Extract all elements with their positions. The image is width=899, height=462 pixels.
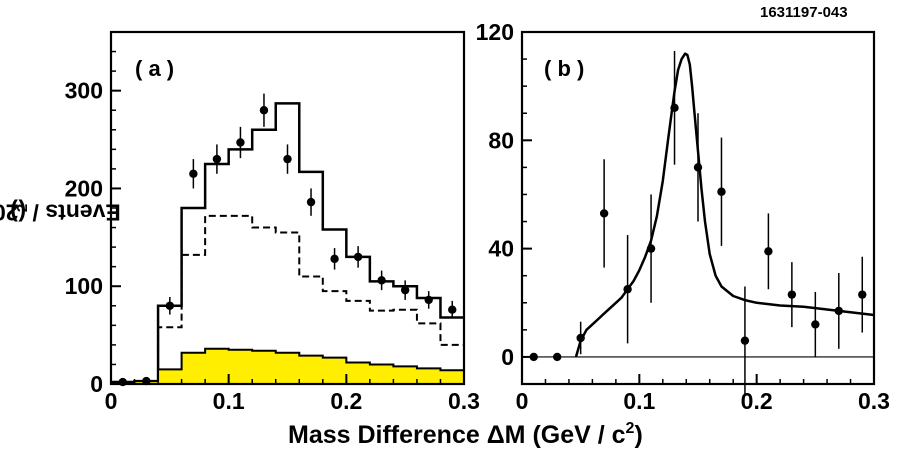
data-point <box>353 252 363 262</box>
data-point <box>811 320 820 329</box>
x-tick-label: 0.3 <box>858 388 890 414</box>
y-axis-label-text: Events / (20 MeV / c <box>0 199 121 226</box>
data-point <box>448 305 457 314</box>
data-point <box>553 352 562 362</box>
fit-curve <box>574 52 875 358</box>
x-tick-label: 0 <box>105 388 118 414</box>
data-point <box>693 163 703 172</box>
data-point <box>599 209 609 218</box>
x-tick-label: 0.1 <box>623 388 655 414</box>
data-point <box>576 333 585 343</box>
data-point <box>646 244 656 253</box>
x-axis-label-sup: 2 <box>625 420 635 437</box>
y-tick-label: 0 <box>501 344 514 370</box>
y-tick-label: 120 <box>476 19 514 45</box>
x-tick-label: 0 <box>516 388 529 414</box>
data-point <box>529 352 538 362</box>
y-axis-label-close: ) <box>10 199 18 226</box>
figure-id: 1631197-043 <box>760 4 848 21</box>
data-point <box>259 106 269 115</box>
x-tick-label: 0.3 <box>448 388 480 414</box>
data-point <box>189 169 198 178</box>
data-point <box>236 138 245 147</box>
data-point <box>212 154 222 164</box>
x-tick-label: 0.1 <box>213 388 245 414</box>
data-point <box>717 187 726 196</box>
data-point <box>306 197 316 207</box>
data-point <box>377 276 386 285</box>
histogram-solid <box>111 102 464 384</box>
y-tick-label: 300 <box>65 78 103 104</box>
data-point <box>165 301 175 310</box>
x-tick-label: 0.2 <box>741 388 773 414</box>
y-tick-label: 100 <box>65 273 103 299</box>
plot-frame <box>109 30 466 386</box>
x-axis-label-delta: Δ <box>486 421 505 449</box>
y-tick-label: 200 <box>65 175 103 201</box>
histogram-dashed <box>111 214 464 384</box>
data-point <box>670 103 679 113</box>
x-axis-label-rest: M (GeV / c <box>504 421 626 449</box>
panel-label: ( b ) <box>544 56 584 81</box>
x-axis-label: Mass Difference ΔM (GeV / c2) <box>288 420 643 450</box>
histogram-filled <box>110 347 465 385</box>
panel-label: ( a ) <box>135 56 174 81</box>
data-point <box>764 247 773 256</box>
x-axis-label-text: Mass Difference <box>288 421 487 449</box>
data-point <box>400 285 410 295</box>
data-point <box>330 254 339 264</box>
x-tick-label: 0.2 <box>330 388 362 414</box>
data-point <box>424 295 433 305</box>
plot-frame <box>520 30 876 386</box>
data-point <box>858 290 867 299</box>
data-point <box>787 290 797 299</box>
y-tick-label: 0 <box>90 371 103 397</box>
y-tick-label: 80 <box>488 127 514 153</box>
data-point <box>623 285 632 294</box>
panel-b: 0 0.1 0.2 0.3 0 40 80 120 ( b ) <box>476 19 890 414</box>
panel-a: 0 0.1 0.2 0.3 0 100 200 300 ( a ) <box>65 30 480 414</box>
x-axis-label-close: ) <box>634 421 643 449</box>
data-point <box>740 336 750 345</box>
data-point <box>283 154 292 164</box>
data-point <box>834 306 843 316</box>
y-tick-label: 40 <box>488 236 514 262</box>
